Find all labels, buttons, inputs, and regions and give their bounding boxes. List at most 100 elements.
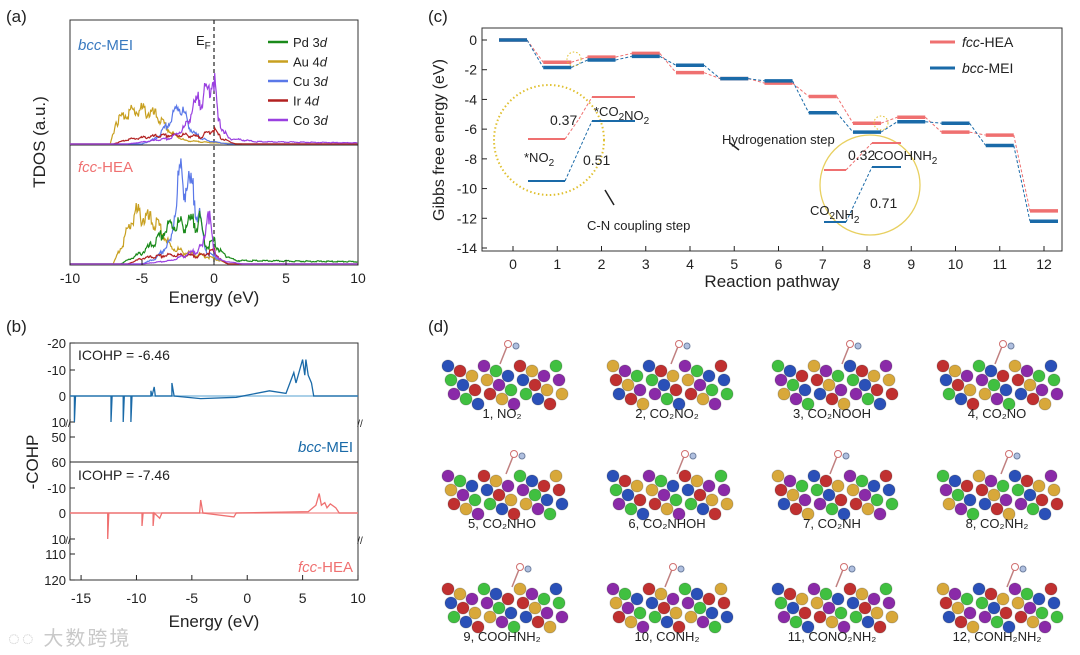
atom <box>642 359 656 373</box>
adsorbate-atom <box>854 342 862 350</box>
x-tick-label: 1 <box>553 256 561 272</box>
structure-label-6: 6, CO₂NHOH <box>628 516 705 531</box>
atom <box>501 369 515 383</box>
atom <box>459 392 473 406</box>
atom <box>936 469 950 483</box>
atom <box>717 373 731 387</box>
atom <box>468 606 482 620</box>
adsorbate-atom <box>1011 563 1019 571</box>
atom <box>1008 469 1022 483</box>
atom <box>846 373 860 387</box>
atom <box>954 502 968 516</box>
atom <box>837 397 851 411</box>
atom <box>774 483 788 497</box>
structure-label-9: 9, COOHNH₂ <box>463 629 540 644</box>
adsorbate-atom <box>999 340 1007 348</box>
atom <box>978 610 992 624</box>
axis-break-mark: // <box>357 419 363 430</box>
atom <box>477 582 491 596</box>
hydrogenation-step-marker <box>873 115 889 131</box>
energy-connector-fcc <box>924 116 942 133</box>
atom <box>453 474 467 488</box>
energy-connector-fcc <box>703 72 721 80</box>
structure-label-11: 11, CONO₂NH₂ <box>788 629 877 644</box>
atom <box>552 483 566 497</box>
adsorbate-atom <box>840 563 848 571</box>
atom <box>702 369 716 383</box>
atom <box>552 596 566 610</box>
adsorption-structure-9 <box>441 563 569 634</box>
atom <box>630 369 644 383</box>
atom <box>720 387 734 401</box>
inset-connector <box>578 96 593 120</box>
atom <box>858 378 872 392</box>
adsorption-structure-1 <box>441 340 569 411</box>
fermi-label: EF <box>196 33 211 52</box>
atom <box>951 378 965 392</box>
atom <box>678 359 692 373</box>
atom <box>1020 587 1034 601</box>
atom <box>1035 493 1049 507</box>
x-tick-label: 0 <box>243 590 251 606</box>
atom <box>519 497 533 511</box>
inset-connector <box>564 120 593 182</box>
y-tick-label: -2 <box>465 62 478 78</box>
energy-connector-bcc <box>925 121 942 124</box>
atom <box>1002 620 1016 634</box>
atom <box>696 502 710 516</box>
adsorbate-atom <box>1013 452 1021 460</box>
atom <box>960 479 974 493</box>
atom <box>531 392 545 406</box>
atom <box>504 493 518 507</box>
structure-label-2: 2, CO₂NO₂ <box>635 406 699 421</box>
atom <box>867 369 881 383</box>
icohp-value-fcc-HEA: ICOHP = -7.46 <box>78 467 170 483</box>
atom <box>516 596 530 610</box>
atom <box>606 469 620 483</box>
y-tick-label: -4 <box>465 91 478 107</box>
y-axis-label: -COHP <box>23 435 42 490</box>
adsorption-structure-4 <box>936 340 1064 411</box>
hydrogenation-highlight-circle <box>819 134 921 236</box>
atom <box>705 606 719 620</box>
panel-label-c: (c) <box>428 7 448 26</box>
atom <box>1026 502 1040 516</box>
atom <box>807 469 821 483</box>
atom <box>501 479 515 493</box>
atom <box>939 373 953 387</box>
adsorbate-atom <box>512 342 520 350</box>
cn-coupling-highlight-circle <box>493 84 605 196</box>
atom <box>471 620 485 634</box>
atom <box>801 620 815 634</box>
atom <box>789 615 803 629</box>
atom <box>543 507 557 521</box>
x-tick-label: 3 <box>642 256 650 272</box>
legend-label-Cu: Cu 3d <box>293 74 328 89</box>
atom <box>678 582 692 596</box>
atom <box>810 596 824 610</box>
atom <box>999 493 1013 507</box>
atom <box>798 383 812 397</box>
atom <box>990 392 1004 406</box>
atom <box>645 483 659 497</box>
atom <box>978 497 992 511</box>
atom <box>954 615 968 629</box>
adsorbate-atom <box>675 340 683 348</box>
atom <box>609 373 623 387</box>
atom <box>606 359 620 373</box>
energy-connector-bcc <box>969 122 987 146</box>
atom <box>849 387 863 401</box>
atom <box>471 397 485 411</box>
cohp-curve-bcc-MEI <box>70 359 358 423</box>
atom <box>1047 483 1061 497</box>
atom <box>456 601 470 615</box>
atom <box>825 502 839 516</box>
atom <box>786 378 800 392</box>
atom <box>537 592 551 606</box>
atom <box>618 474 632 488</box>
atom <box>966 507 980 521</box>
atom <box>684 610 698 624</box>
dos-panel-label-bcc-MEI: bcc-MEI <box>78 37 133 54</box>
atom <box>624 392 638 406</box>
